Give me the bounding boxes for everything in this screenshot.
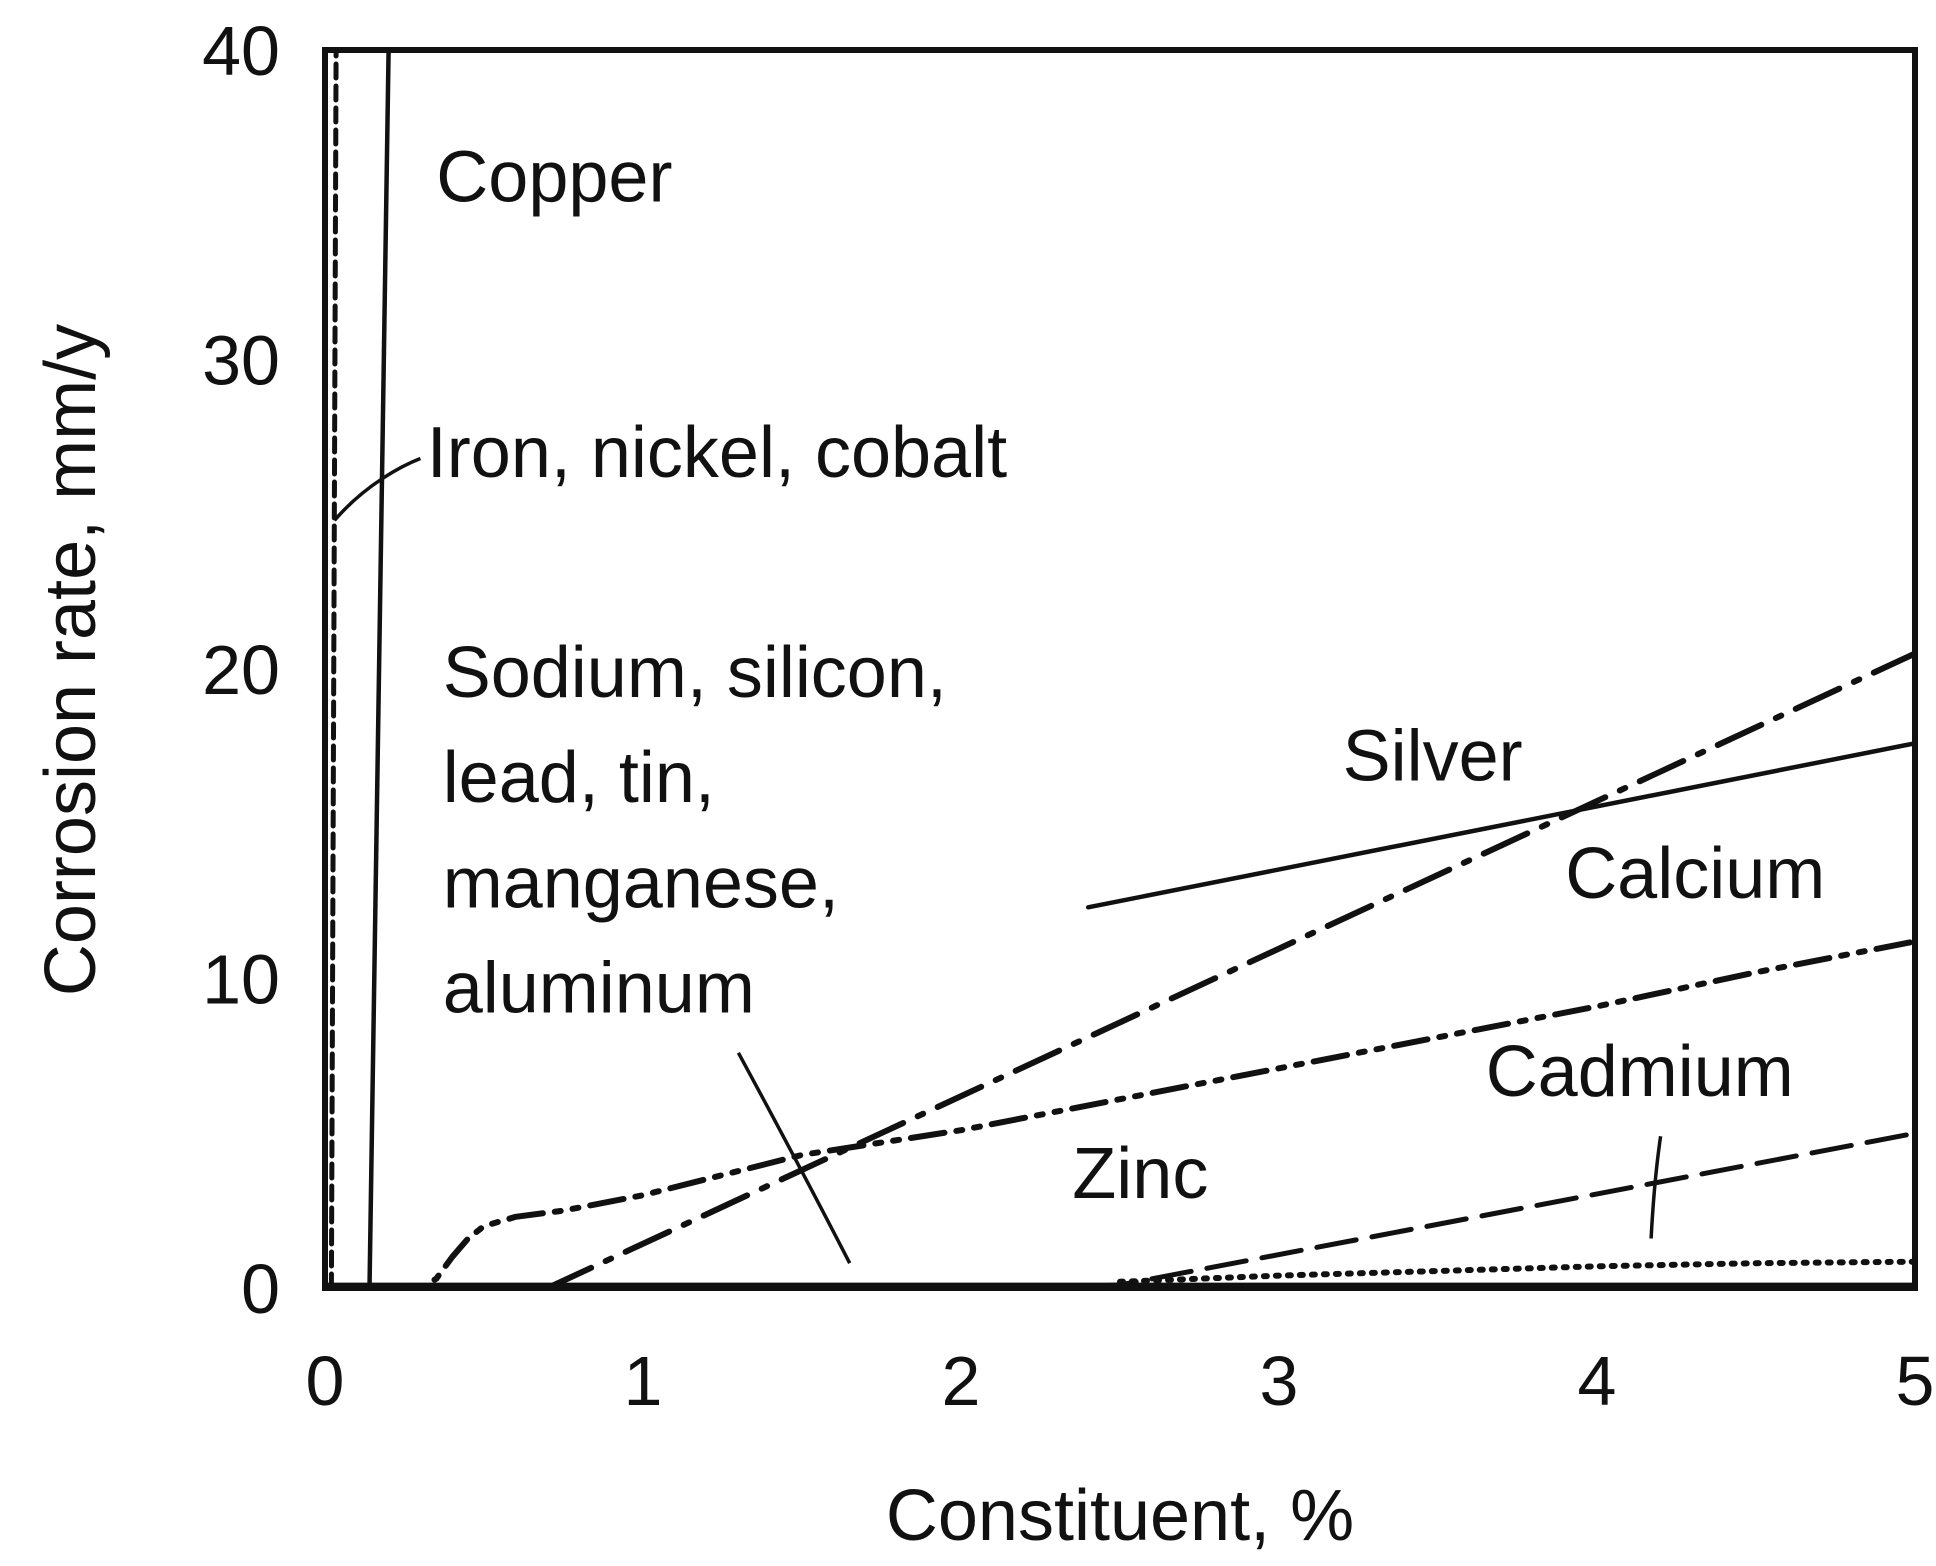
y-axis-title: Corrosion rate, mm/y [31, 324, 111, 996]
x-tick-label-4: 4 [1578, 1342, 1617, 1420]
annotation-sodium-silicon-line-2: lead, tin, [443, 738, 715, 818]
annotation-calcium: Calcium [1565, 834, 1825, 914]
leader-layer [333, 456, 1663, 1265]
x-axis-title: Constituent, % [886, 1476, 1354, 1556]
x-tick-label-3: 3 [1260, 1342, 1299, 1420]
annotation-sodium-silicon-line-4: aluminum [443, 949, 755, 1029]
series-line-4-calcium [544, 650, 1918, 1291]
y-tick-label-40: 40 [202, 12, 280, 90]
y-tick-label-30: 30 [202, 322, 280, 400]
series-line-6-zinc [369, 938, 1918, 1291]
x-tick-label-1: 1 [624, 1342, 663, 1420]
series-line-2-iron-nickel-cobalt [328, 47, 339, 1291]
x-tick-label-0: 0 [306, 1342, 345, 1420]
annotation-copper: Copper [436, 138, 672, 218]
series-line-8-unlabeled [1117, 1258, 1918, 1285]
series-line-3-silver [1085, 741, 1918, 910]
series-layer [322, 47, 1918, 1291]
leader-line-1 [333, 456, 422, 522]
x-axis-ticks: 0 1 2 3 4 5 [306, 1342, 1935, 1420]
y-tick-label-10: 10 [202, 941, 280, 1019]
x-tick-label-2: 2 [942, 1342, 981, 1420]
series-line-7-cadmium [1038, 1130, 1918, 1291]
series-line-1-copper [367, 47, 391, 1291]
plot-frame [322, 47, 1918, 1291]
annotation-silver: Silver [1343, 716, 1523, 796]
y-tick-label-20: 20 [202, 631, 280, 709]
y-tick-label-0: 0 [241, 1250, 280, 1328]
y-axis-ticks: 0 10 20 30 40 [202, 12, 280, 1328]
annotation-cadmium: Cadmium [1486, 1032, 1794, 1112]
annotation-zinc: Zinc [1072, 1134, 1208, 1214]
label-layer: Copper Iron, nickel, cobalt Sodium, silico… [427, 138, 1825, 1214]
annotation-sodium-silicon-line-3: manganese, [443, 843, 839, 923]
x-tick-label-5: 5 [1896, 1342, 1935, 1420]
annotation-sodium-silicon-line-1: Sodium, silicon, [443, 633, 947, 713]
annotation-iron-nickel-cobalt: Iron, nickel, cobalt [427, 413, 1007, 493]
leader-line-2 [736, 1051, 852, 1265]
leader-line-3 [1649, 1136, 1663, 1239]
